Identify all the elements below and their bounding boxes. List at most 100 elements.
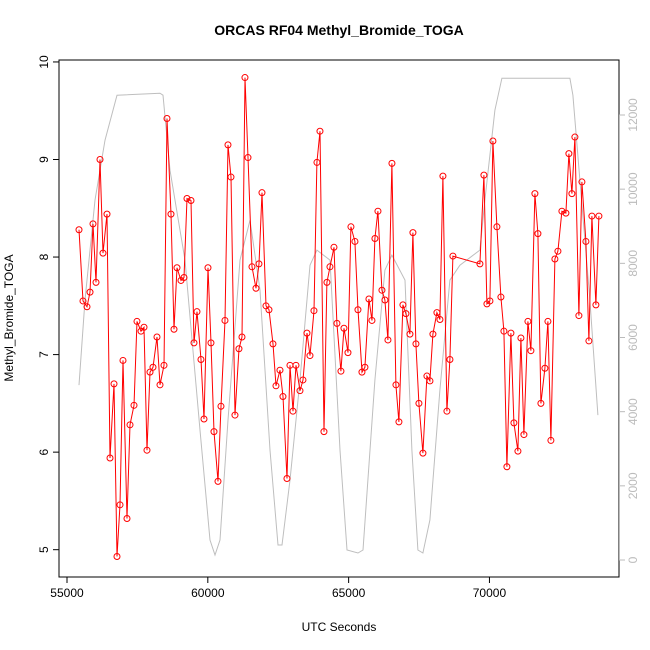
data-point	[187, 196, 195, 204]
data-point	[486, 297, 494, 305]
data-point	[89, 220, 97, 228]
data-point	[83, 303, 91, 311]
data-point	[110, 380, 118, 388]
data-point	[200, 415, 208, 423]
data-point	[517, 334, 525, 342]
data-point	[210, 428, 218, 436]
data-point	[395, 418, 403, 426]
data-point	[402, 310, 410, 318]
data-point	[320, 428, 328, 436]
data-point	[585, 337, 593, 345]
data-point	[269, 340, 277, 348]
data-point	[534, 230, 542, 238]
data-point	[292, 361, 300, 369]
data-point	[224, 141, 232, 149]
data-point	[296, 387, 304, 395]
data-point	[520, 431, 528, 439]
data-point	[272, 382, 280, 390]
data-point	[347, 223, 355, 231]
data-point	[167, 210, 175, 218]
data-point	[283, 474, 291, 482]
data-point	[358, 368, 366, 376]
x-tick-label: 55000	[50, 586, 84, 600]
data-point	[106, 454, 114, 462]
data-point	[170, 325, 178, 333]
data-point	[551, 255, 559, 263]
y-axis-label: Methyl_Bromide_TOGA	[2, 254, 16, 381]
data-point	[592, 301, 600, 309]
data-point	[578, 178, 586, 186]
data-point	[406, 330, 414, 338]
data-point	[75, 226, 83, 234]
data-point	[514, 447, 522, 455]
data-point	[204, 264, 212, 272]
data-point	[354, 306, 362, 314]
data-point	[197, 355, 205, 363]
data-point	[588, 212, 596, 220]
data-point	[258, 189, 266, 197]
data-point	[221, 316, 229, 324]
data-point	[489, 137, 497, 145]
data-point	[412, 340, 420, 348]
data-point	[146, 368, 154, 376]
data-point	[429, 330, 437, 338]
y2-tick-label: 0	[626, 556, 640, 563]
data-point	[160, 361, 168, 369]
y2-tick-label: 2000	[626, 472, 640, 499]
data-point	[503, 463, 511, 471]
data-point	[384, 336, 392, 344]
y2-tick-label: 4000	[626, 398, 640, 425]
data-point	[313, 158, 321, 166]
data-point	[207, 339, 215, 347]
data-point	[527, 347, 535, 355]
data-point	[480, 171, 488, 179]
data-point	[562, 209, 570, 217]
data-point	[443, 407, 451, 415]
data-point	[371, 235, 379, 243]
data-point	[547, 436, 555, 444]
data-point	[241, 74, 249, 82]
data-point	[510, 419, 518, 427]
data-point	[575, 312, 583, 320]
data-point	[103, 210, 111, 218]
data-point	[140, 323, 148, 331]
data-point	[399, 301, 407, 309]
data-point	[571, 133, 579, 141]
data-point	[524, 317, 532, 325]
data-point	[303, 329, 311, 337]
plot-frame	[58, 59, 620, 578]
y-tick-label: 7	[37, 351, 51, 358]
data-point	[214, 477, 222, 485]
data-point	[227, 173, 235, 181]
data-point	[92, 278, 100, 286]
data-point	[565, 150, 573, 158]
y-tick-label: 8	[37, 253, 51, 260]
data-point	[289, 407, 297, 415]
data-point	[433, 309, 441, 317]
data-point	[500, 327, 508, 335]
data-point	[537, 399, 545, 407]
data-point	[544, 317, 552, 325]
data-point	[133, 317, 141, 325]
data-point	[392, 381, 400, 389]
y-tick-label: 9	[37, 156, 51, 163]
y2-tick-label: 12000	[626, 98, 640, 132]
data-point	[119, 356, 127, 364]
data-point	[190, 339, 198, 347]
data-point	[340, 324, 348, 332]
data-point	[231, 411, 239, 419]
data-point	[310, 307, 318, 315]
data-point	[423, 372, 431, 380]
data-point	[333, 319, 341, 327]
data-point	[541, 364, 549, 372]
data-point	[130, 401, 138, 409]
data-point	[244, 154, 252, 162]
data-point	[439, 172, 447, 180]
data-point	[419, 449, 427, 457]
x-tick-label: 65000	[332, 586, 366, 600]
y-tick-label: 10	[37, 55, 51, 69]
data-point	[497, 293, 505, 301]
x-axis-label: UTC Seconds	[302, 620, 377, 634]
